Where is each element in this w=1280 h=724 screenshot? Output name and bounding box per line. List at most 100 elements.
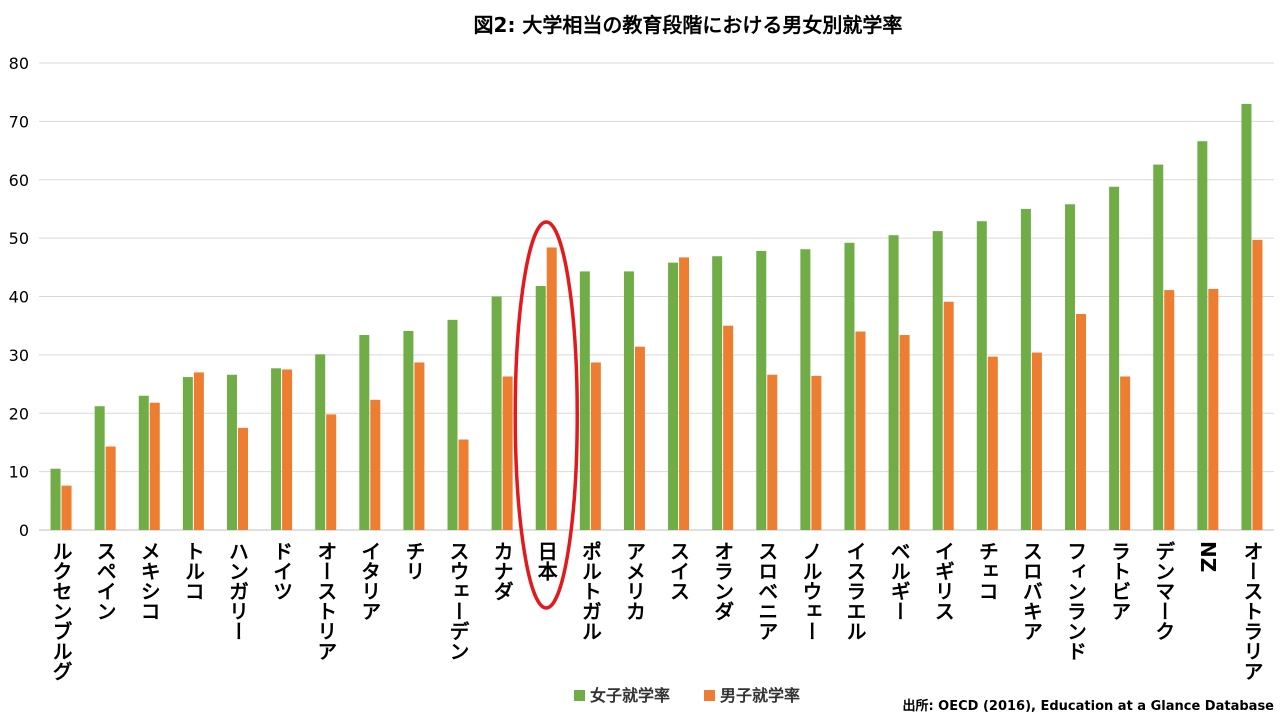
x-tick-label: デンマーク	[1152, 540, 1176, 641]
y-tick-label: 20	[9, 404, 29, 423]
bar-male	[634, 346, 645, 530]
bar-male	[943, 301, 954, 530]
category-group	[932, 231, 954, 530]
bar-female	[138, 395, 149, 530]
category-group	[888, 235, 910, 531]
category-group	[226, 374, 248, 530]
x-tick-label: オーストラリア	[1240, 541, 1264, 681]
y-tick-label: 40	[9, 288, 29, 307]
bar-male	[679, 257, 690, 530]
bar-female	[1020, 208, 1031, 530]
category-group	[403, 330, 425, 530]
x-tick-label: ハンガリー	[225, 541, 249, 641]
bar-male	[237, 427, 248, 530]
category-group	[579, 271, 601, 530]
category-group	[800, 249, 822, 530]
bar-male	[1252, 239, 1263, 530]
y-axis: 0 10 20 30 40 50 60 70 80	[9, 54, 29, 540]
bar-female	[447, 319, 458, 530]
x-tick-label: スペイン	[93, 541, 117, 621]
bar-female	[491, 296, 502, 530]
bar-male	[282, 369, 293, 530]
y-tick-label: 60	[9, 171, 29, 190]
bar-male	[899, 335, 910, 530]
x-tick-label: イタリア	[358, 541, 382, 621]
bar-female	[315, 354, 326, 530]
x-tick-label: オーストリア	[314, 541, 338, 661]
x-tick-label: イスラエル	[843, 541, 867, 641]
y-tick-label: 0	[19, 521, 29, 540]
bars	[50, 103, 1263, 531]
y-tick-label: 70	[9, 112, 29, 131]
category-group	[712, 256, 734, 530]
y-tick-label: 50	[9, 229, 29, 248]
x-tick-label: チェコ	[975, 541, 999, 601]
x-tick-label: ドイツ	[270, 541, 294, 601]
category-group	[976, 221, 998, 531]
x-tick-label: ポルトガル	[578, 540, 602, 641]
category-group	[1197, 141, 1219, 530]
x-tick-label: NZ	[1196, 541, 1220, 572]
bar-male	[193, 372, 204, 530]
category-group	[1109, 186, 1131, 530]
bar-male	[546, 247, 557, 530]
bar-male	[370, 399, 381, 530]
bar-female	[579, 271, 590, 530]
bar-male	[1164, 290, 1175, 530]
bar-female	[1241, 103, 1252, 531]
y-tick-label: 80	[9, 54, 29, 73]
bar-female	[623, 271, 634, 530]
source-note: 出所: OECD (2016), Education at a Glance D…	[902, 698, 1274, 714]
category-group	[756, 250, 778, 530]
legend: 女子就学率 男子就学率	[574, 686, 800, 705]
bar-female	[712, 256, 723, 530]
category-group	[668, 257, 690, 530]
bar-male	[855, 331, 866, 530]
category-group	[50, 468, 72, 530]
bar-female	[800, 249, 811, 530]
bar-male	[61, 485, 72, 530]
bar-female	[1197, 141, 1208, 530]
category-group	[1153, 164, 1175, 530]
category-group	[535, 247, 557, 530]
bar-male	[414, 362, 425, 530]
category-group	[623, 271, 645, 530]
x-tick-label: イギリス	[931, 541, 955, 621]
x-tick-label: ルクセンブルグ	[49, 541, 73, 681]
highlight	[513, 220, 579, 610]
legend-label-male: 男子就学率	[720, 686, 800, 705]
bar-female	[1065, 204, 1076, 530]
bar-female	[535, 285, 546, 530]
x-tick-label: ノルウェー	[799, 541, 823, 641]
x-tick-label: チリ	[402, 541, 426, 581]
category-group	[447, 319, 469, 530]
legend-swatch-male	[704, 690, 715, 701]
bar-male	[1031, 352, 1042, 530]
x-tick-label: アメリカ	[622, 541, 646, 621]
category-group	[1065, 204, 1087, 530]
x-tick-label: ラトビア	[1108, 541, 1132, 621]
bar-male	[1076, 314, 1087, 530]
chart-title: 図2: 大学相当の教育段階における男女別就学率	[474, 13, 903, 37]
x-tick-label: スウェーデン	[446, 541, 470, 661]
bar-female	[1153, 164, 1164, 530]
bar-female	[844, 242, 855, 531]
bar-male	[987, 356, 998, 530]
category-group	[138, 395, 160, 530]
legend-label-female: 女子就学率	[590, 686, 670, 705]
x-tick-label: 日本	[534, 541, 558, 581]
bar-male	[723, 325, 734, 530]
bar-male	[502, 376, 513, 530]
category-group	[182, 372, 204, 530]
x-axis: ルクセンブルグ スペイン メキシコ トルコ ハンガリー ドイツ オーストリア イタリア チリ スウ…	[49, 540, 1264, 681]
x-tick-label: スロバキア	[1019, 541, 1043, 641]
bar-female	[226, 374, 237, 530]
category-group	[491, 296, 513, 530]
bar-male	[105, 446, 116, 530]
bar-female	[403, 330, 414, 530]
bar-male	[1120, 376, 1131, 530]
bar-female	[888, 235, 899, 531]
bar-female	[932, 231, 943, 530]
bar-female	[182, 377, 193, 530]
